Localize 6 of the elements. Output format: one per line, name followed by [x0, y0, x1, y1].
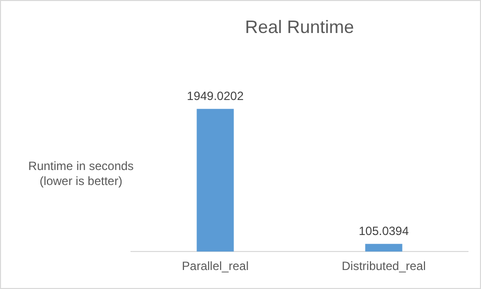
chart-title: Real Runtime: [244, 16, 354, 37]
data-label: 1949.0202: [186, 89, 244, 104]
x-tick-label: Parallel_real: [182, 259, 249, 274]
data-label: 105.0394: [358, 224, 410, 238]
y-axis-title: Runtime in seconds (lower is better): [27, 159, 135, 189]
x-tick-label: Distributed_real: [342, 259, 426, 274]
